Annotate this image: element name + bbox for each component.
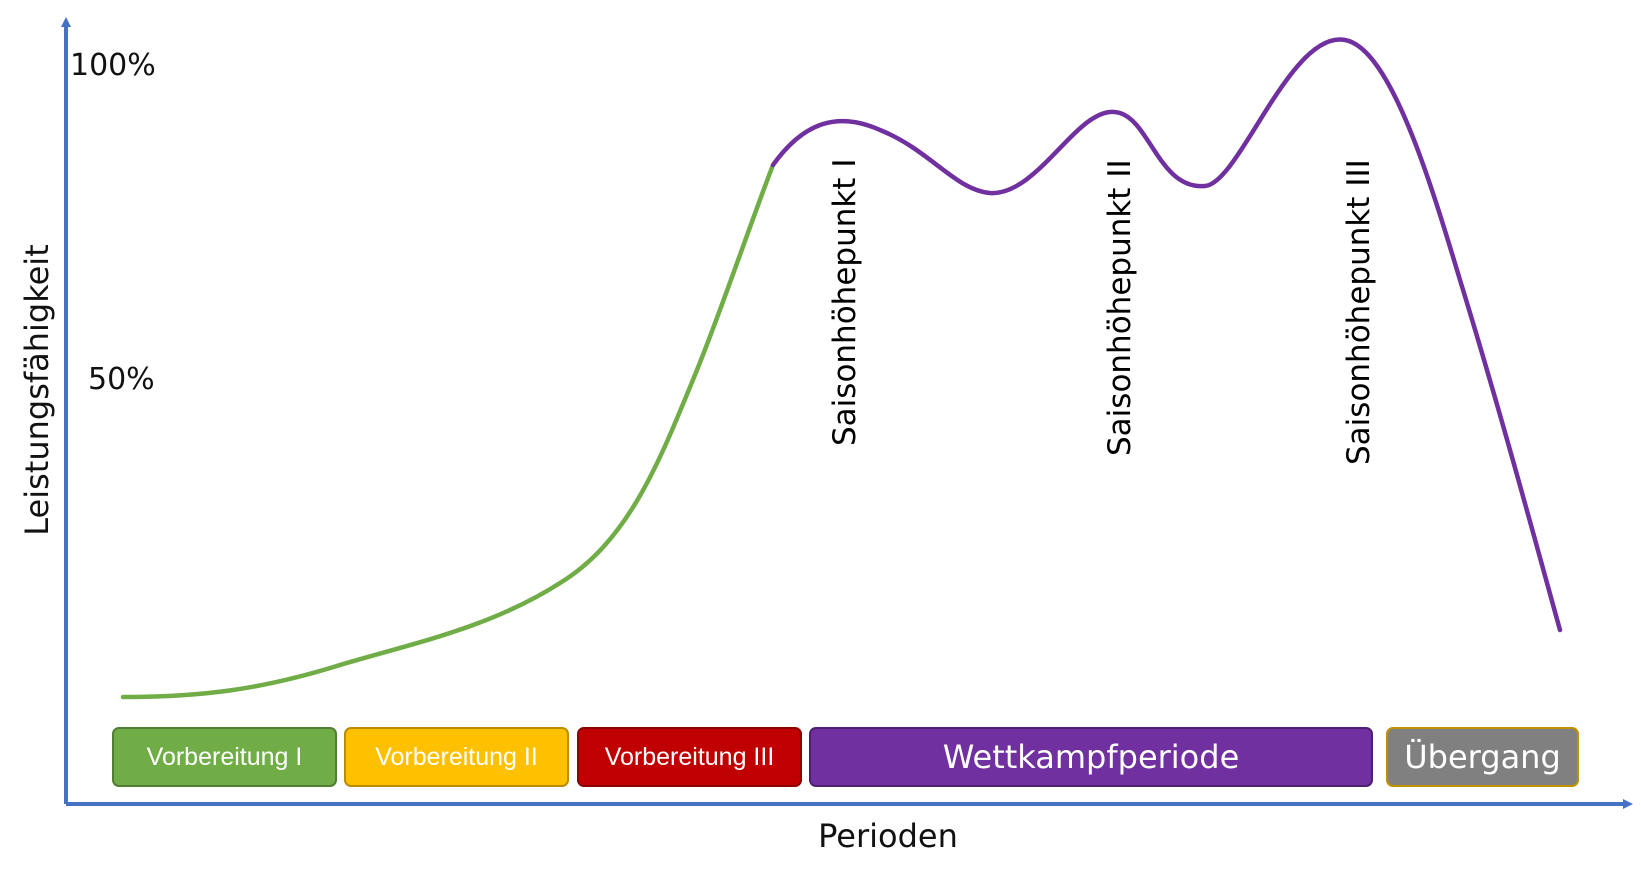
- y-tick-100: 100%: [70, 48, 156, 83]
- peak-label-2: Saisonhöhepunkt II: [1102, 159, 1138, 456]
- period-wettkampf: Wettkampfperiode: [809, 727, 1373, 787]
- period-vorbereitung-1: Vorbereitung I: [112, 727, 337, 787]
- period-label: Vorbereitung II: [375, 742, 538, 771]
- period-label: Wettkampfperiode: [942, 738, 1240, 776]
- y-tick-50: 50%: [88, 362, 155, 397]
- y-axis-title: Leistungsfähigkeit: [18, 244, 56, 535]
- period-label: Vorbereitung III: [604, 742, 775, 771]
- competition-curve: [770, 37, 1563, 633]
- x-axis-title: Perioden: [818, 817, 958, 855]
- period-uebergang: Übergang: [1386, 727, 1579, 787]
- period-vorbereitung-3: Vorbereitung III: [577, 727, 802, 787]
- peak-label-3: Saisonhöhepunkt III: [1341, 159, 1377, 465]
- period-label: Übergang: [1404, 738, 1561, 776]
- peak-label-1: Saisonhöhepunkt I: [827, 159, 863, 446]
- period-label: Vorbereitung I: [146, 742, 303, 771]
- period-vorbereitung-2: Vorbereitung II: [344, 727, 569, 787]
- preparation-curve: [120, 162, 776, 700]
